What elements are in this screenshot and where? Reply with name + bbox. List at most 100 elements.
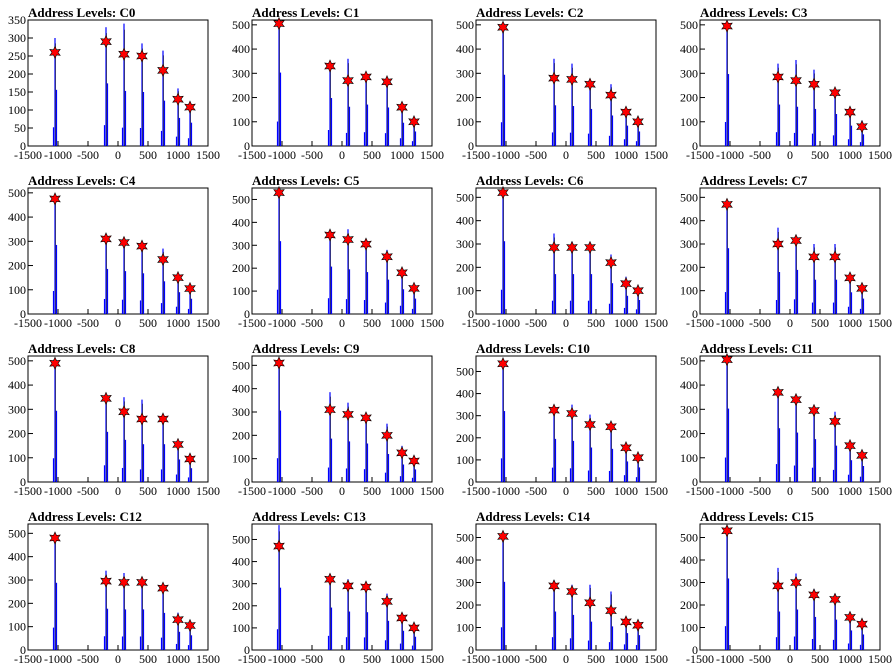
y-tick-label: 200 (8, 259, 26, 273)
x-tick-label: 1500 (644, 316, 668, 330)
chart-title: Address Levels: C3 (700, 5, 808, 20)
x-tick-label: -500 (301, 652, 323, 666)
y-tick-label: 500 (680, 531, 698, 545)
y-tick-label: 0 (692, 475, 698, 489)
x-tick-label: 1500 (420, 316, 444, 330)
peak-marker (360, 70, 372, 84)
chart-svg: Address Levels: C80100200300400500-1500-… (8, 341, 220, 498)
y-tick-label: 400 (456, 214, 474, 228)
x-tick-label: 1500 (196, 316, 220, 330)
peak-marker (396, 611, 408, 625)
peak-marker (497, 20, 509, 35)
y-tick-label: 400 (232, 382, 250, 396)
peak-marker (856, 448, 868, 463)
peak-marker (808, 588, 820, 602)
y-tick-label: 400 (232, 42, 250, 56)
y-tick-label: 0 (692, 643, 698, 657)
y-tick-label: 500 (680, 18, 698, 32)
peak-marker (49, 192, 61, 206)
x-tick-label: -1000 (716, 484, 744, 498)
x-tick-label: -500 (525, 148, 547, 162)
x-tick-label: 1000 (390, 652, 414, 666)
x-tick-label: 0 (563, 316, 569, 330)
x-tick-label: 1000 (390, 316, 414, 330)
peak-marker (632, 450, 644, 465)
x-tick-label: 500 (363, 316, 381, 330)
peak-marker (790, 233, 802, 248)
x-tick-label: 500 (811, 148, 829, 162)
chart-svg: Address Levels: C40100200300400500-1500-… (8, 173, 220, 330)
x-tick-label: -1000 (44, 652, 72, 666)
y-tick-label: 100 (232, 115, 250, 129)
y-tick-label: 500 (680, 190, 698, 204)
peak-marker (566, 72, 578, 87)
x-tick-label: -1500 (238, 652, 266, 666)
y-tick-label: 300 (456, 409, 474, 423)
y-tick-label: 0 (468, 475, 474, 489)
x-tick-label: -500 (77, 484, 99, 498)
x-tick-label: -1000 (44, 148, 72, 162)
peak-marker (157, 63, 169, 78)
y-tick-label: 100 (456, 453, 474, 467)
x-tick-label: -500 (525, 484, 547, 498)
peak-marker (342, 407, 354, 422)
y-tick-label: 300 (8, 402, 26, 416)
x-tick-label: -1000 (268, 484, 296, 498)
chart-panel-c12: Address Levels: C12 0 100 200 300 400 500 -1500… (0, 504, 224, 672)
x-tick-label: 500 (363, 652, 381, 666)
x-tick-label: -1500 (238, 484, 266, 498)
y-tick-label: 300 (8, 31, 26, 45)
x-tick-label: 0 (115, 484, 121, 498)
y-tick-label: 300 (232, 577, 250, 591)
y-tick-label: 500 (232, 18, 250, 32)
x-tick-label: 0 (339, 316, 345, 330)
x-tick-label: 500 (811, 652, 829, 666)
peak-marker (548, 240, 560, 255)
peak-marker (324, 402, 336, 417)
y-tick-label: 500 (232, 532, 250, 546)
x-tick-label: -1500 (238, 316, 266, 330)
peak-marker (844, 438, 856, 453)
chart-title: Address Levels: C14 (476, 509, 590, 524)
x-tick-label: 0 (563, 484, 569, 498)
peak-marker (324, 228, 336, 242)
chart-title: Address Levels: C0 (28, 5, 135, 20)
y-tick-label: 100 (232, 284, 250, 298)
x-tick-label: 1000 (838, 316, 862, 330)
y-tick-label: 500 (232, 192, 250, 206)
peak-marker (772, 237, 784, 251)
chart-panel-c2: Address Levels: C2 0 100 200 300 400 500 -1500-… (448, 0, 672, 168)
y-tick-label: 200 (232, 428, 250, 442)
y-tick-label: 500 (8, 186, 26, 200)
chart-svg: Address Levels: C13 0 100 200 300 400 500 -1500… (232, 509, 444, 666)
y-tick-label: 200 (8, 67, 26, 81)
x-tick-label: 0 (787, 148, 793, 162)
peak-marker (844, 271, 856, 285)
x-tick-label: 500 (139, 652, 157, 666)
y-tick-label: 100 (680, 284, 698, 298)
peak-marker (584, 77, 596, 91)
peak-marker (620, 276, 632, 291)
x-tick-label: -1000 (268, 652, 296, 666)
peak-marker (620, 105, 632, 119)
chart-title: Address Levels: C10 (476, 341, 590, 356)
chart-panel-c6: Address Levels: C6 0 100 200 300 400 500 -1500-… (448, 168, 672, 336)
peak-marker (360, 411, 372, 425)
chart-panel-c0: Address Levels: C0 0 50 100 150 200 250 300 350 -… (0, 0, 224, 168)
x-tick-label: 500 (811, 484, 829, 498)
chart-svg: Address Levels: C14 0 100 200 300 400 500 -1500… (456, 509, 668, 666)
x-tick-label: 0 (339, 484, 345, 498)
peak-marker (497, 185, 509, 200)
y-tick-label: 100 (232, 621, 250, 635)
peak-marker (605, 255, 617, 270)
y-tick-label: 0 (468, 139, 474, 153)
x-tick-label: -1000 (716, 316, 744, 330)
peak-marker (408, 281, 420, 296)
x-tick-label: -500 (749, 316, 771, 330)
x-tick-label: -1000 (268, 148, 296, 162)
chart-title: Address Levels: C8 (28, 341, 136, 356)
y-tick-label: 0 (692, 139, 698, 153)
peak-marker (620, 615, 632, 629)
peak-marker (136, 239, 148, 253)
x-tick-label: 1000 (614, 148, 638, 162)
